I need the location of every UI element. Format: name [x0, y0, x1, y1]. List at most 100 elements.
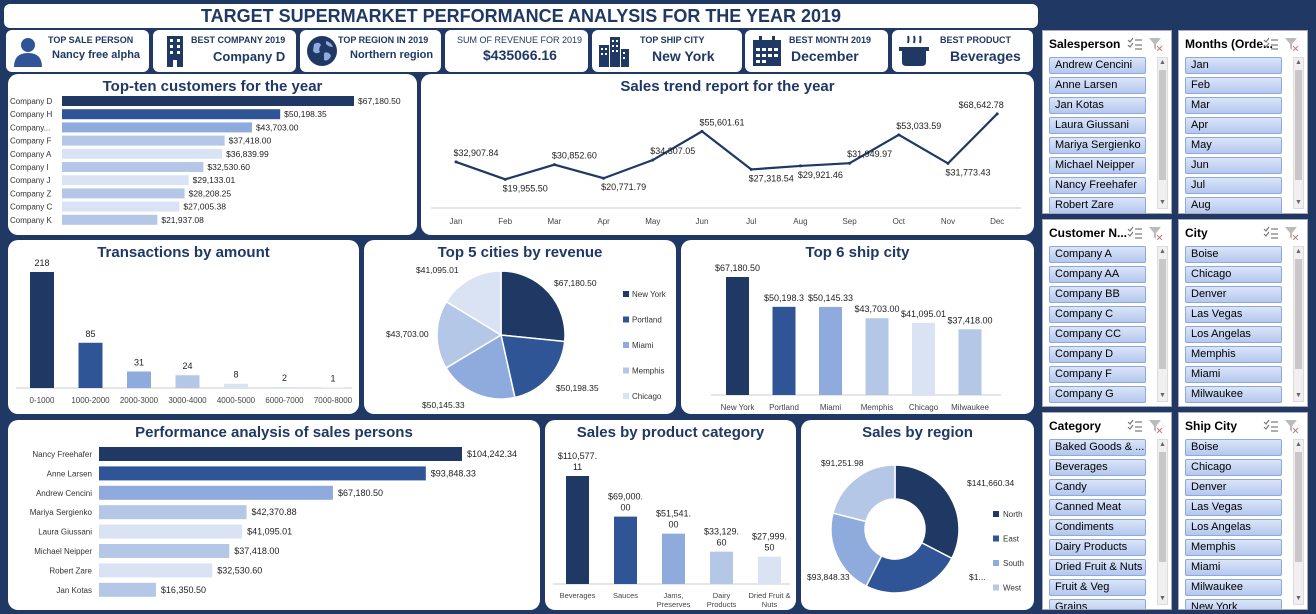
scroll-thumb[interactable] [1159, 70, 1166, 180]
slicer-item[interactable]: Milwaukee [1185, 386, 1282, 403]
data-point [946, 161, 950, 165]
multi-select-icon[interactable] [1263, 226, 1278, 239]
slicer-scrollbar[interactable]: ▲ ▼ [1157, 57, 1168, 209]
scroll-thumb[interactable] [1295, 452, 1302, 562]
scroll-up-icon[interactable]: ▲ [1159, 59, 1166, 66]
scroll-thumb[interactable] [1159, 259, 1166, 369]
slicer-item[interactable]: Fruit & Veg [1049, 579, 1146, 596]
slicer-scrollbar[interactable]: ▲ ▼ [1157, 439, 1168, 605]
slicer-item[interactable]: Boise [1185, 246, 1282, 263]
scroll-up-icon[interactable]: ▲ [1295, 248, 1302, 255]
scroll-down-icon[interactable]: ▼ [1159, 595, 1166, 602]
slicer-item[interactable]: Feb [1185, 77, 1282, 94]
slicer-item[interactable]: Anne Larsen [1049, 77, 1146, 94]
bar [62, 122, 252, 133]
slicer-scrollbar[interactable]: ▲ ▼ [1157, 246, 1168, 402]
slicer-item[interactable]: Laura Giussani [1049, 117, 1146, 134]
slicer-item[interactable]: Memphis [1185, 346, 1282, 363]
slicer-item[interactable]: Company C [1049, 306, 1146, 323]
bar [62, 188, 185, 199]
multi-select-icon[interactable] [1127, 37, 1142, 50]
slicer-item[interactable]: Jan [1185, 57, 1282, 74]
multi-select-icon[interactable] [1127, 419, 1142, 432]
scroll-down-icon[interactable]: ▼ [1159, 392, 1166, 399]
slicer-item[interactable]: Nancy Freehafer [1049, 177, 1146, 194]
multi-select-icon[interactable] [1263, 37, 1278, 50]
slicer-item[interactable]: Los Angelas [1185, 519, 1282, 536]
slicer-item[interactable]: Denver [1185, 286, 1282, 303]
slicer-item[interactable]: Dried Fruit & Nuts [1049, 559, 1146, 576]
slicer-item[interactable]: Jun [1185, 157, 1282, 174]
slicer-item[interactable]: Las Vegas [1185, 306, 1282, 323]
multi-select-icon[interactable] [1127, 226, 1142, 239]
clear-filter-icon[interactable] [1285, 227, 1299, 240]
scroll-up-icon[interactable]: ▲ [1159, 248, 1166, 255]
slicer-item[interactable]: Company D [1049, 346, 1146, 363]
slicer-item[interactable]: Jul [1185, 177, 1282, 194]
clear-filter-icon[interactable] [1149, 227, 1163, 240]
slicer-scrollbar[interactable]: ▲ ▼ [1293, 246, 1304, 402]
slicer-item[interactable]: Jan Kotas [1049, 97, 1146, 114]
slicer-item[interactable]: Baked Goods & ... [1049, 439, 1146, 456]
slicer-item[interactable]: New York [1185, 599, 1282, 609]
slicer-item[interactable]: Company G [1049, 386, 1146, 403]
slicer-item[interactable]: Andrew Cencini [1049, 57, 1146, 74]
scroll-down-icon[interactable]: ▼ [1295, 392, 1302, 399]
slicer-item[interactable]: Milwaukee [1185, 579, 1282, 596]
slicer-item[interactable]: Mariya Sergienko [1049, 137, 1146, 154]
slicer-item[interactable]: Company F [1049, 366, 1146, 383]
scroll-thumb[interactable] [1295, 70, 1302, 180]
slicer-item[interactable]: Dairy Products [1049, 539, 1146, 556]
x-tick-label: New York [721, 403, 756, 412]
slicer-item[interactable]: Company A [1049, 246, 1146, 263]
slicer-item[interactable]: May [1185, 137, 1282, 154]
clear-filter-icon[interactable] [1149, 420, 1163, 433]
clear-filter-icon[interactable] [1149, 38, 1163, 51]
multi-select-icon[interactable] [1263, 419, 1278, 432]
clear-filter-icon[interactable] [1285, 38, 1299, 51]
slicer-item[interactable]: Boise [1185, 439, 1282, 456]
slicer-item[interactable]: Robert Zare [1049, 197, 1146, 213]
scroll-down-icon[interactable]: ▼ [1295, 595, 1302, 602]
clear-filter-icon[interactable] [1285, 420, 1299, 433]
legend-label: North [1003, 510, 1023, 519]
slicer-item[interactable]: Chicago [1185, 266, 1282, 283]
slicer-item[interactable]: Apr [1185, 117, 1282, 134]
slicer-item[interactable]: Beverages [1049, 459, 1146, 476]
slicer-item[interactable]: Condiments [1049, 519, 1146, 536]
scroll-up-icon[interactable]: ▲ [1295, 59, 1302, 66]
slicer-item[interactable]: Company AA [1049, 266, 1146, 283]
data-label: $41,095.01 [901, 309, 946, 319]
slicer-item[interactable]: Los Angelas [1185, 326, 1282, 343]
slicer-items: Baked Goods & ... Beverages Candy Canned Me… [1049, 439, 1146, 609]
slicer-scrollbar[interactable]: ▲ ▼ [1293, 57, 1304, 209]
slicer-item[interactable]: Grains [1049, 599, 1146, 609]
scroll-thumb[interactable] [1159, 452, 1166, 562]
scroll-up-icon[interactable]: ▲ [1159, 441, 1166, 448]
slicer-item[interactable]: Canned Meat [1049, 499, 1146, 516]
slicer-item[interactable]: Miami [1185, 559, 1282, 576]
scroll-thumb[interactable] [1295, 259, 1302, 369]
data-label: $16,350.50 [161, 585, 206, 595]
data-label: $53,033.59 [896, 121, 941, 131]
slicer-item[interactable]: Aug [1185, 197, 1282, 213]
slicer-item[interactable]: Chicago [1185, 459, 1282, 476]
bar [62, 175, 189, 186]
slicer-scrollbar[interactable]: ▲ ▼ [1293, 439, 1304, 605]
bar [99, 582, 156, 597]
slicer-item[interactable]: Las Vegas [1185, 499, 1282, 516]
x-tick-label-line: Nuts [762, 600, 778, 609]
data-label: $19,955.50 [503, 183, 548, 193]
scroll-down-icon[interactable]: ▼ [1159, 199, 1166, 206]
bar [62, 96, 354, 106]
slicer-item[interactable]: Denver [1185, 479, 1282, 496]
slicer-item[interactable]: Mar [1185, 97, 1282, 114]
slicer-item[interactable]: Company BB [1049, 286, 1146, 303]
slicer-item[interactable]: Memphis [1185, 539, 1282, 556]
slicer-item[interactable]: Candy [1049, 479, 1146, 496]
slicer-item[interactable]: Miami [1185, 366, 1282, 383]
scroll-down-icon[interactable]: ▼ [1295, 199, 1302, 206]
slicer-item[interactable]: Company CC [1049, 326, 1146, 343]
scroll-up-icon[interactable]: ▲ [1295, 441, 1302, 448]
slicer-item[interactable]: Michael Neipper [1049, 157, 1146, 174]
